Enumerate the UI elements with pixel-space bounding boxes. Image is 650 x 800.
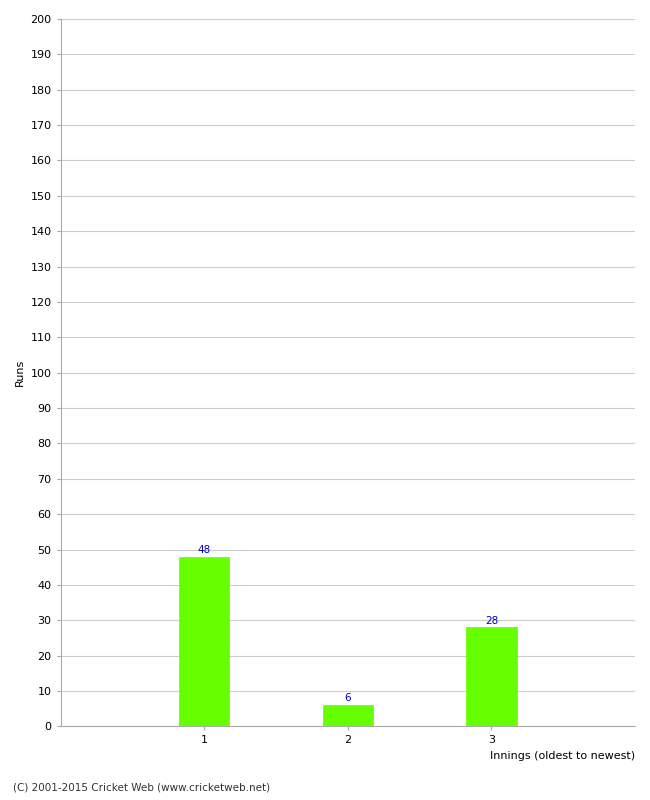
Bar — [466, 627, 517, 726]
Text: 48: 48 — [198, 545, 211, 555]
X-axis label: Innings (oldest to newest): Innings (oldest to newest) — [490, 751, 635, 761]
Text: 6: 6 — [344, 694, 351, 703]
Y-axis label: Runs: Runs — [15, 359, 25, 386]
Text: 28: 28 — [485, 616, 498, 626]
Text: (C) 2001-2015 Cricket Web (www.cricketweb.net): (C) 2001-2015 Cricket Web (www.cricketwe… — [13, 782, 270, 792]
Bar — [179, 557, 229, 726]
Bar — [323, 705, 373, 726]
